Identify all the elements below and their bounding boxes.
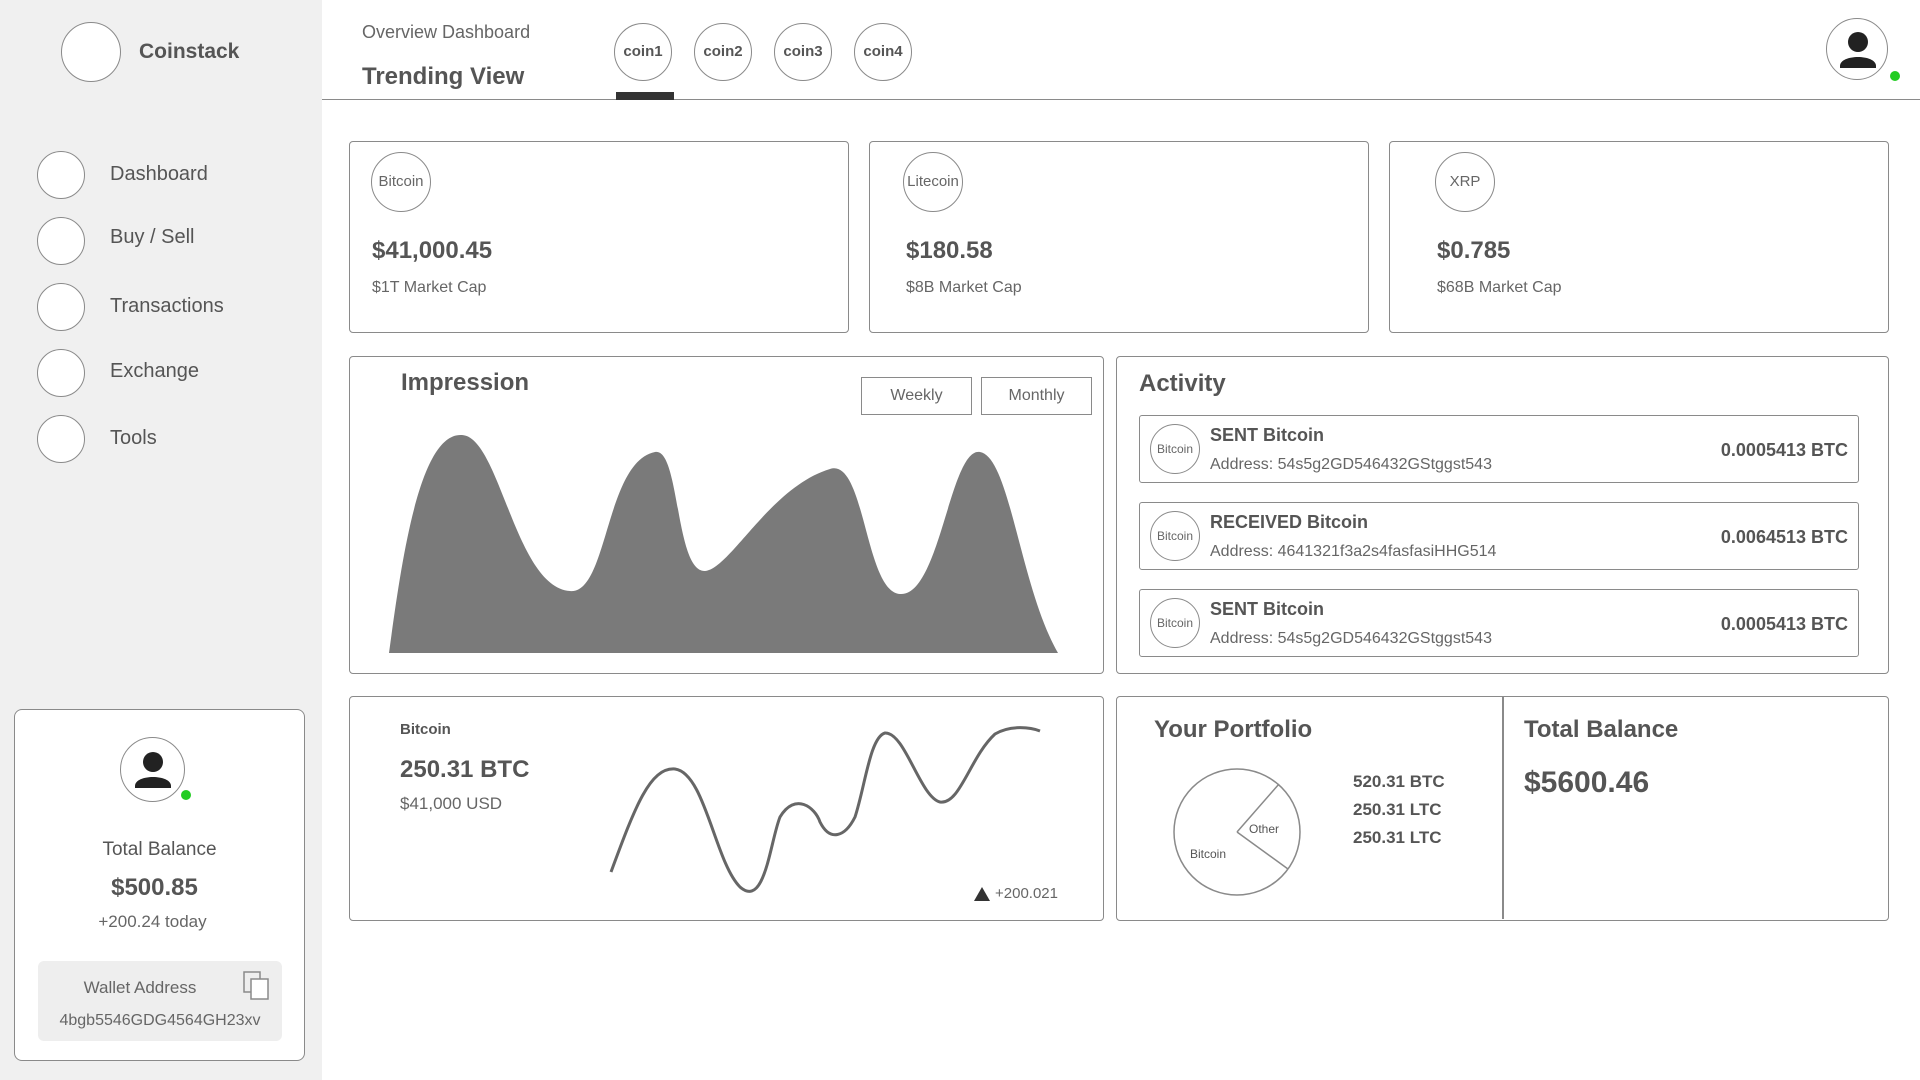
top-header: Overview Dashboard Trending View coin1 c… [322, 0, 1920, 100]
sidebar-item-transactions[interactable]: Transactions [37, 283, 297, 333]
price-change: +200.021 [995, 885, 1058, 902]
balance-change-today: +200.24 today [98, 912, 207, 931]
sidebar-item-label: Dashboard [110, 163, 208, 185]
pie-label-other: Other [1249, 822, 1279, 836]
activity-address: Address: 54s5g2GD546432GStggst543 [1210, 630, 1492, 647]
total-balance-label: Total Balance [102, 839, 217, 860]
bitcoin-icon: Bitcoin [1150, 511, 1200, 561]
sidebar-item-buy-sell[interactable]: Buy / Sell [37, 217, 297, 267]
portfolio-card: Your Portfolio Other Bitcoin 520.31 BTC … [1116, 696, 1889, 921]
impression-area-chart [389, 434, 1058, 653]
coin-holding-usd: $41,000 USD [400, 794, 503, 813]
wallet-balance-card: Total Balance $500.85 +200.24 today Wall… [14, 709, 305, 1061]
sidebar-item-label: Buy / Sell [110, 226, 195, 248]
activity-title-text: RECEIVED Bitcoin [1210, 512, 1369, 532]
portfolio-legend-item: 250.31 LTC [1353, 800, 1442, 819]
activity-amount: 0.0005413 BTC [1720, 614, 1848, 634]
tab-coin2[interactable]: coin2 [694, 23, 752, 81]
brand-name: Coinstack [139, 40, 240, 63]
up-arrow-icon [974, 887, 990, 901]
activity-title-text: SENT Bitcoin [1210, 599, 1325, 619]
user-avatar[interactable] [1826, 18, 1888, 80]
portfolio-legend-item: 250.31 LTC [1353, 828, 1442, 847]
total-balance-panel: Total Balance $5600.46 [1504, 697, 1888, 919]
activity-item[interactable]: Bitcoin SENT Bitcoin Address: 54s5g2GD54… [1139, 589, 1859, 657]
total-balance-amount: $500.85 [111, 874, 198, 901]
user-icon [135, 752, 171, 788]
bitcoin-icon: Bitcoin [1150, 424, 1200, 474]
tab-coin3[interactable]: coin3 [774, 23, 832, 81]
wallet-address-value[interactable]: 4bgb5546GDG4564GH23xv [59, 1012, 261, 1029]
coin-price: $0.785 [1437, 237, 1511, 264]
sidebar-item-label: Transactions [110, 295, 224, 317]
brand-logo[interactable] [61, 22, 121, 82]
weekly-button[interactable]: Weekly [861, 377, 972, 415]
sidebar-item-label: Exchange [110, 360, 199, 382]
activity-address: Address: 4641321f3a2s4fasfasiHHG514 [1210, 543, 1497, 560]
bitcoin-holdings-card[interactable]: Bitcoin 250.31 BTC $41,000 USD +200.021 [349, 696, 1104, 921]
coin-card-litecoin[interactable]: Litecoin $180.58 $8B Market Cap [869, 141, 1369, 333]
coin-market-cap: $68B Market Cap [1437, 279, 1562, 296]
activity-address: Address: 54s5g2GD546432GStggst543 [1210, 456, 1492, 473]
activity-item[interactable]: Bitcoin RECEIVED Bitcoin Address: 464132… [1139, 502, 1859, 570]
online-status-dot [1890, 71, 1900, 81]
online-status-dot [181, 790, 191, 800]
sidebar-item-tools[interactable]: Tools [37, 415, 297, 465]
buy-sell-icon [37, 217, 85, 265]
portfolio-title: Your Portfolio [1154, 716, 1313, 743]
portfolio-pie-chart[interactable]: Other Bitcoin [1172, 767, 1306, 901]
exchange-icon [37, 349, 85, 397]
coin-card-xrp[interactable]: XRP $0.785 $68B Market Cap [1389, 141, 1889, 333]
dashboard-icon [37, 151, 85, 199]
coin-holding-amount: 250.31 BTC [400, 756, 530, 783]
coin-price: $180.58 [906, 237, 993, 264]
sidebar-item-dashboard[interactable]: Dashboard [37, 151, 297, 201]
coin-price: $41,000.45 [372, 237, 493, 264]
total-balance-value: $5600.46 [1524, 766, 1650, 799]
copy-icon[interactable] [243, 971, 271, 1001]
tools-icon [37, 415, 85, 463]
user-icon [1840, 32, 1876, 68]
bitcoin-icon: Bitcoin [371, 152, 431, 212]
active-tab-indicator [616, 92, 674, 100]
transactions-icon [37, 283, 85, 331]
activity-card: Activity Bitcoin SENT Bitcoin Address: 5… [1116, 356, 1889, 674]
activity-title: Activity [1139, 370, 1226, 397]
activity-title-text: SENT Bitcoin [1210, 425, 1325, 445]
page-title: Trending View [362, 63, 525, 90]
wallet-address-box: Wallet Address 4bgb5546GDG4564GH23xv [38, 961, 282, 1041]
litecoin-icon: Litecoin [903, 152, 963, 212]
coin-market-cap: $1T Market Cap [372, 279, 487, 296]
sidebar: Coinstack Dashboard Buy / Sell Transacti… [0, 0, 322, 1080]
tab-coin4[interactable]: coin4 [854, 23, 912, 81]
sidebar-item-label: Tools [110, 427, 157, 449]
coin-card-bitcoin[interactable]: Bitcoin $41,000.45 $1T Market Cap [349, 141, 849, 333]
bitcoin-line-chart [609, 726, 1041, 901]
xrp-icon: XRP [1435, 152, 1495, 212]
activity-amount: 0.0064513 BTC [1720, 527, 1848, 547]
activity-item[interactable]: Bitcoin SENT Bitcoin Address: 54s5g2GD54… [1139, 415, 1859, 483]
monthly-button[interactable]: Monthly [981, 377, 1092, 415]
breadcrumb: Overview Dashboard [362, 22, 531, 42]
activity-amount: 0.0005413 BTC [1720, 440, 1848, 460]
impression-title: Impression [401, 369, 530, 396]
sidebar-item-exchange[interactable]: Exchange [37, 349, 297, 399]
total-balance-title: Total Balance [1524, 716, 1679, 743]
portfolio-legend-item: 520.31 BTC [1353, 772, 1445, 791]
coin-name: Bitcoin [400, 721, 451, 738]
pie-label-bitcoin: Bitcoin [1190, 847, 1226, 861]
tab-coin1[interactable]: coin1 [614, 23, 672, 81]
bitcoin-icon: Bitcoin [1150, 598, 1200, 648]
coin-market-cap: $8B Market Cap [906, 279, 1022, 296]
impression-card: Impression Weekly Monthly [349, 356, 1104, 674]
wallet-address-label: Wallet Address [83, 978, 197, 997]
avatar[interactable] [120, 737, 185, 802]
divider [1502, 697, 1504, 919]
